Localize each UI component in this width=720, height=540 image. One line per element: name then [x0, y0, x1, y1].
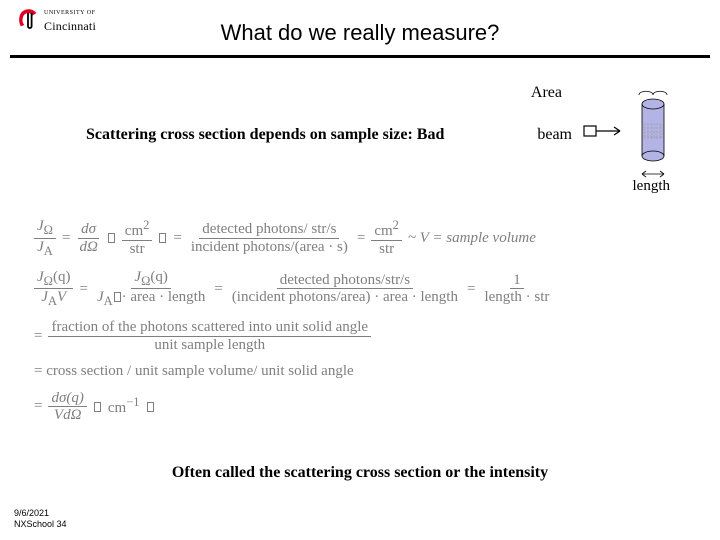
equation-row-4: = cross section / unit sample volume/ un…	[34, 363, 634, 380]
equation-row-3: = fraction of the photons scattered into…	[34, 319, 634, 353]
equation-row-5: = dσ(q) VdΩ cm−1	[34, 390, 634, 424]
slide-header: UNIVERSITY OF Cincinnati What do we real…	[10, 0, 710, 58]
main-statement: Scattering cross section depends on samp…	[86, 126, 444, 144]
slide-footer: 9/6/2021 NXSchool 34	[14, 508, 67, 530]
equation-block: JΩ JA = dσ dΩ cm2 str = detected photons…	[34, 218, 634, 434]
equation-row-2: JΩ(q) JAV = JΩ(q) JA· area · length = de…	[34, 269, 634, 310]
beam-label: beam	[537, 126, 572, 144]
eq-sym: J	[37, 218, 44, 234]
equation-row-1: JΩ JA = dσ dΩ cm2 str = detected photons…	[34, 218, 634, 259]
length-label: length	[633, 178, 671, 195]
slide-title: What do we really measure?	[10, 20, 710, 46]
closing-statement: Often called the scattering cross sectio…	[0, 464, 720, 482]
footer-page: NXSchool 34	[14, 519, 67, 530]
footer-date: 9/6/2021	[14, 508, 67, 519]
logo-university-label: UNIVERSITY OF	[44, 6, 96, 16]
eq-sym: J	[37, 239, 44, 255]
area-label: Area	[531, 84, 562, 102]
